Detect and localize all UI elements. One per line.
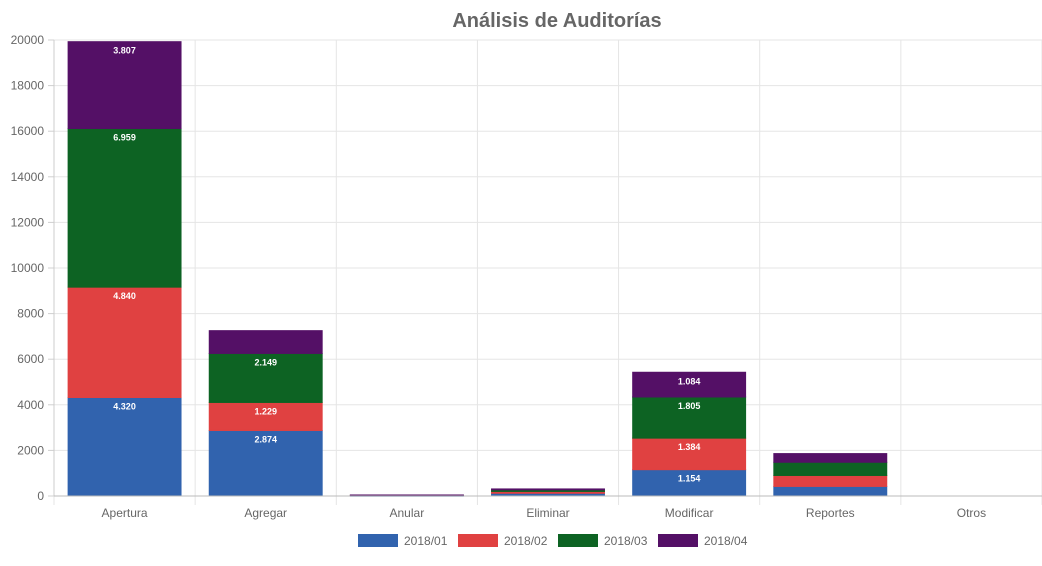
legend-swatch[interactable] — [458, 534, 498, 547]
x-tick-label: Modificar — [665, 506, 714, 520]
data-label: 4.840 — [113, 291, 136, 301]
bar-segment[interactable] — [67, 41, 182, 129]
y-tick-label: 14000 — [11, 170, 45, 184]
data-label: 2.149 — [254, 357, 277, 367]
y-tick-label: 4000 — [17, 398, 44, 412]
bar-segment[interactable] — [773, 453, 888, 463]
data-label: 2.874 — [254, 434, 277, 444]
bar-segment[interactable] — [632, 437, 747, 471]
bar-segment[interactable] — [632, 371, 747, 398]
bar-segment[interactable] — [491, 488, 605, 491]
y-axis-ticks: 0 2000 4000 6000 8000 10000 12000 14000 16000 180… — [11, 33, 54, 503]
y-tick-label: 12000 — [11, 215, 45, 229]
x-tick-label: Agregar — [244, 506, 287, 520]
axes — [53, 40, 1042, 497]
data-label: 1.384 — [678, 442, 701, 452]
bar-segment[interactable] — [208, 330, 323, 354]
bar-segment[interactable] — [67, 127, 182, 288]
y-tick-label: 10000 — [11, 261, 45, 275]
bar-segment[interactable] — [349, 494, 464, 496]
data-label: 4.320 — [113, 402, 136, 412]
legend-label[interactable]: 2018/02 — [504, 534, 548, 548]
bar-segment[interactable] — [208, 352, 323, 403]
legend-swatch[interactable] — [658, 534, 698, 547]
bar-segment[interactable] — [773, 474, 888, 487]
legend-label[interactable]: 2018/01 — [404, 534, 448, 548]
data-label: 3.807 — [113, 46, 136, 56]
bar-segment[interactable] — [773, 485, 888, 497]
bar-segment[interactable] — [208, 429, 323, 497]
legend-label[interactable]: 2018/04 — [704, 534, 748, 548]
x-tick-label: Otros — [957, 506, 986, 520]
y-tick-label: 6000 — [17, 352, 44, 366]
bar-segment[interactable] — [67, 286, 182, 399]
x-tick-label: Eliminar — [526, 506, 569, 520]
data-label: 1.084 — [678, 376, 701, 386]
bars — [67, 41, 888, 497]
y-tick-label: 0 — [37, 489, 44, 503]
data-labels: 4.320 2.874 1.154 4.840 1.229 1.384 6.959 2.149… — [113, 46, 700, 484]
bar-segment[interactable] — [773, 461, 888, 476]
legend-swatch[interactable] — [358, 534, 398, 547]
legend-label[interactable]: 2018/03 — [604, 534, 648, 548]
grid-lines — [53, 39, 1042, 505]
x-tick-label: Reportes — [806, 506, 855, 520]
data-label: 6.959 — [113, 132, 136, 142]
data-label: 1.229 — [254, 406, 277, 416]
bar-segment[interactable] — [632, 396, 747, 439]
y-tick-label: 2000 — [17, 443, 44, 457]
data-label: 1.154 — [678, 474, 701, 484]
y-tick-label: 20000 — [11, 33, 45, 47]
bar-segment[interactable] — [67, 397, 182, 497]
x-tick-label: Apertura — [102, 506, 148, 520]
legend[interactable]: 2018/01 2018/02 2018/03 2018/04 — [358, 534, 748, 548]
chart-title: Análisis de Auditorías — [452, 10, 661, 32]
data-label: 1.805 — [678, 401, 701, 411]
x-tick-label: Anular — [390, 506, 425, 520]
x-axis-ticks: Apertura Agregar Anular Eliminar Modificar Re… — [102, 506, 987, 520]
y-tick-label: 16000 — [11, 124, 45, 138]
bar-segment[interactable] — [208, 401, 323, 431]
legend-swatch[interactable] — [558, 534, 598, 547]
y-tick-label: 18000 — [11, 79, 45, 93]
y-tick-label: 8000 — [17, 307, 44, 321]
